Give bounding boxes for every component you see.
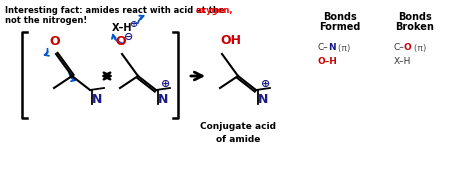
Text: ⊖: ⊖ bbox=[124, 32, 134, 42]
Text: ⊕: ⊕ bbox=[261, 79, 271, 89]
Text: Bonds: Bonds bbox=[323, 12, 357, 22]
Text: ⊕: ⊕ bbox=[129, 19, 137, 29]
Text: N: N bbox=[258, 93, 268, 106]
Text: X–H: X–H bbox=[394, 57, 411, 66]
FancyArrowPatch shape bbox=[45, 49, 49, 56]
Text: (π): (π) bbox=[335, 44, 350, 53]
Text: (π): (π) bbox=[411, 44, 427, 53]
Text: C–: C– bbox=[394, 44, 405, 53]
Text: O: O bbox=[404, 44, 412, 53]
Text: Conjugate acid
of amide: Conjugate acid of amide bbox=[200, 122, 276, 143]
Text: X–H: X–H bbox=[112, 23, 132, 33]
Text: not the nitrogen!: not the nitrogen! bbox=[5, 16, 87, 25]
FancyArrowPatch shape bbox=[138, 16, 144, 23]
Text: Formed: Formed bbox=[319, 22, 361, 32]
Text: N: N bbox=[158, 93, 168, 106]
Text: O: O bbox=[50, 35, 60, 48]
Text: oxygen,: oxygen, bbox=[196, 6, 234, 15]
Text: N: N bbox=[92, 93, 102, 106]
Text: N: N bbox=[328, 44, 336, 53]
FancyArrowPatch shape bbox=[112, 35, 123, 44]
Text: Bonds: Bonds bbox=[398, 12, 432, 22]
Text: C–: C– bbox=[318, 44, 329, 53]
Text: ⊕: ⊕ bbox=[161, 79, 171, 89]
Text: Broken: Broken bbox=[396, 22, 435, 32]
FancyArrowPatch shape bbox=[69, 71, 75, 81]
Text: Interesting fact: amides react with acid at the: Interesting fact: amides react with acid… bbox=[5, 6, 228, 15]
Text: O–H: O–H bbox=[318, 57, 338, 66]
Text: OH: OH bbox=[220, 34, 241, 47]
Text: O: O bbox=[116, 35, 126, 48]
